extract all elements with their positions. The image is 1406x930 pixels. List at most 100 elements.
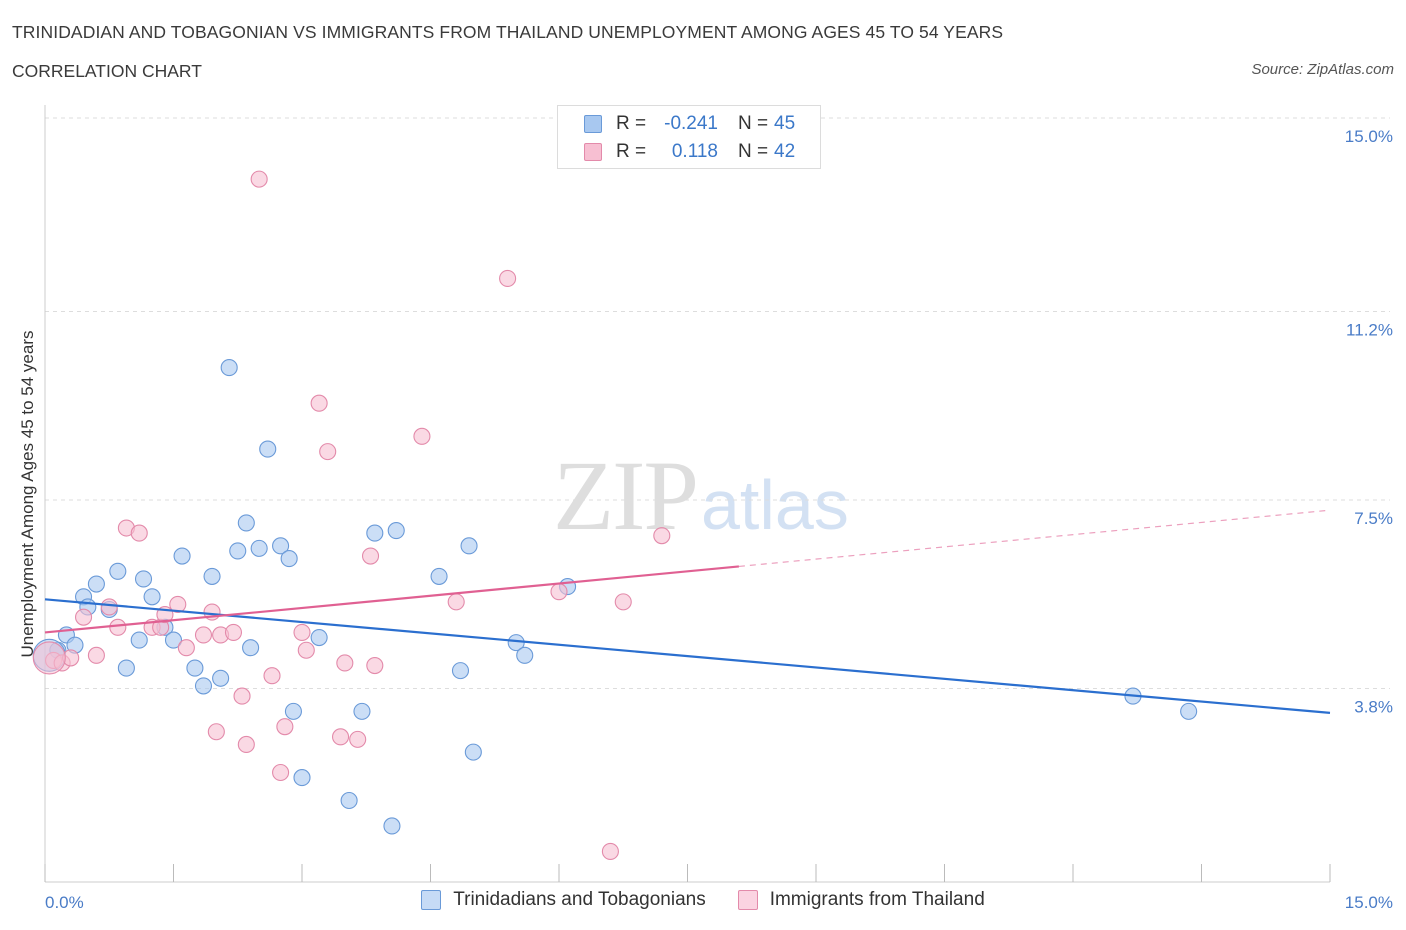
point-thailand — [87, 646, 105, 664]
y-tick-label: 7.5% — [1354, 509, 1393, 528]
trend-lines — [44, 509, 1331, 714]
point-thailand — [361, 547, 380, 565]
point-thailand — [653, 527, 671, 545]
point-trinidadian — [186, 659, 204, 677]
point-thailand — [614, 593, 632, 611]
point-trinidadian — [250, 539, 268, 557]
legend-item-thailand: Immigrants from Thailand — [737, 889, 985, 911]
point-thailand — [349, 730, 367, 748]
point-trinidadian — [143, 588, 161, 606]
point-thailand — [276, 718, 294, 736]
point-thailand — [331, 728, 350, 746]
point-thailand — [550, 583, 568, 601]
legend-swatch-blue — [421, 890, 442, 910]
point-trinidadian — [340, 791, 358, 810]
point-trinidadian — [237, 514, 255, 532]
point-thailand — [75, 608, 93, 626]
point-trinidadian — [272, 537, 290, 555]
point-trinidadian — [194, 677, 213, 695]
point-thailand — [237, 735, 255, 754]
point-trinidadian — [1180, 702, 1198, 720]
legend-swatch-pink — [737, 890, 758, 910]
y-tick-label: 3.8% — [1354, 697, 1393, 716]
point-trinidadian — [451, 662, 470, 680]
legend-item-trinidadians: Trinidadians and Tobagonians — [421, 889, 706, 911]
series-legend: Trinidadians and Tobagonians Immigrants … — [0, 889, 1406, 911]
point-trinidadian — [173, 547, 191, 565]
point-trinidadian — [212, 669, 230, 687]
point-thailand — [499, 269, 517, 287]
point-trinidadian — [130, 631, 148, 649]
point-thailand — [336, 654, 354, 672]
point-thailand — [366, 656, 384, 675]
point-trinidadian — [293, 769, 311, 787]
legend-swatch-pink — [584, 143, 602, 161]
point-thailand — [263, 667, 281, 685]
point-trinidadian — [284, 702, 302, 720]
point-trinidadian — [353, 702, 371, 720]
point-trinidadian — [117, 659, 135, 677]
point-thailand — [413, 427, 431, 445]
legend-r-value: -0.241 — [664, 113, 718, 134]
point-trinidadian — [430, 567, 448, 585]
y-tick-label: 15.0% — [1345, 127, 1393, 146]
tick-labels: 15.0% 11.2% 7.5% 3.8% 0.0% 15.0% — [45, 127, 1393, 912]
point-thailand — [224, 623, 243, 641]
point-thailand — [130, 524, 148, 542]
point-trinidadian — [383, 817, 401, 835]
trend-line-trinidadian — [44, 598, 1331, 714]
point-thailand — [447, 593, 465, 611]
point-thailand — [601, 842, 619, 860]
legend-swatch-blue — [584, 115, 602, 133]
trend-line-thailand — [44, 565, 740, 634]
point-thailand — [109, 618, 127, 636]
point-thailand — [169, 595, 187, 613]
point-thailand — [272, 763, 290, 782]
x-tick-label: 0.0% — [45, 893, 84, 912]
legend-n-value: 42 — [774, 141, 796, 162]
stats-legend: R = -0.241 N = 45 R = 0.118 N = 42 — [557, 105, 821, 169]
legend-label: Trinidadians and Tobagonians — [453, 889, 706, 910]
point-thailand — [233, 687, 251, 705]
legend-n-label: N = — [738, 141, 769, 162]
point-trinidadian — [220, 359, 238, 377]
legend-r-label: R = — [616, 141, 647, 162]
legend-row-thailand: R = 0.118 N = 42 — [584, 139, 795, 165]
legend-label: Immigrants from Thailand — [769, 889, 985, 910]
point-trinidadian — [164, 631, 183, 649]
point-thailand — [297, 641, 315, 659]
point-thailand — [194, 626, 213, 644]
point-trinidadian — [134, 570, 153, 588]
point-trinidadian — [460, 537, 478, 555]
point-trinidadian — [259, 440, 277, 458]
point-thailand — [250, 170, 268, 188]
chart-subtitle: CORRELATION CHART — [12, 61, 202, 81]
point-thailand — [293, 623, 311, 641]
point-thailand — [177, 639, 195, 657]
chart-title: TRINIDADIAN AND TOBAGONIAN VS IMMIGRANTS… — [12, 22, 1004, 42]
trend-line-thailand-extension — [738, 509, 1331, 568]
point-thailand — [207, 723, 225, 741]
point-trinidadian — [366, 524, 384, 542]
gridlines — [45, 117, 1390, 689]
legend-row-trinidadian: R = -0.241 N = 45 — [584, 111, 795, 137]
legend-n-value: 45 — [774, 113, 796, 134]
axes — [44, 105, 1331, 883]
watermark-atlas: atlas — [701, 466, 849, 544]
point-thailand — [319, 443, 337, 461]
point-trinidadian — [387, 522, 405, 540]
y-axis-label: Unemployment Among Ages 45 to 54 years — [18, 331, 37, 658]
source-label: Source: ZipAtlas.com — [1251, 61, 1394, 78]
point-trinidadian — [203, 567, 221, 585]
point-thailand — [32, 641, 66, 675]
legend-r-value: 0.118 — [671, 141, 718, 162]
data-points — [32, 170, 1198, 860]
watermark-zip: ZIP — [553, 440, 699, 551]
point-trinidadian — [242, 639, 260, 657]
point-trinidadian — [464, 743, 482, 761]
legend-n-label: N = — [738, 113, 769, 134]
point-thailand — [100, 598, 118, 616]
point-trinidadian — [87, 575, 105, 593]
legend-r-label: R = — [616, 113, 647, 134]
